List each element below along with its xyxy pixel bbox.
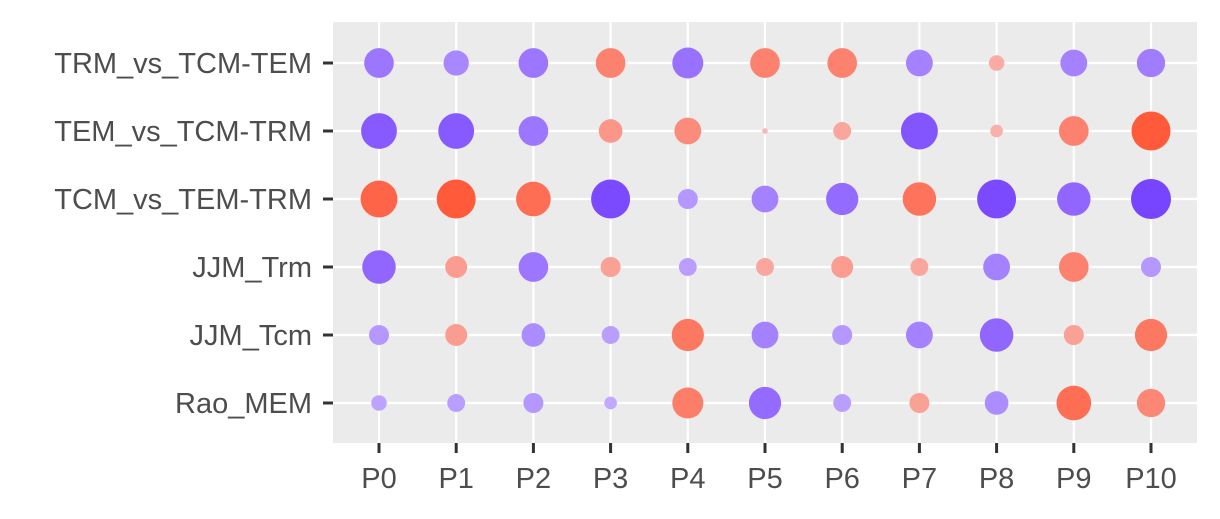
data-point-JJM_Tcm-P2	[521, 323, 546, 347]
data-point-TEM_vs_TCM-TRM-P3	[598, 119, 623, 143]
data-point-TEM_vs_TCM-TRM-P6	[833, 122, 852, 140]
x-tick-label: P10	[1125, 463, 1177, 495]
x-tick-label: P8	[979, 463, 1014, 495]
data-point-JJM_Tcm-P10	[1134, 318, 1168, 352]
data-point-JJM_Trm-P5	[756, 258, 774, 276]
data-point-TRM_vs_TCM-TEM-P3	[595, 48, 626, 78]
data-point-JJM_Tcm-P8	[979, 318, 1014, 352]
x-tick-label: P9	[1056, 463, 1091, 495]
data-point-TCM_vs_TEM-TRM-P7	[902, 182, 937, 216]
data-point-JJM_Tcm-P0	[369, 325, 389, 345]
data-point-Rao_MEM-P9	[1056, 385, 1092, 421]
data-point-JJM_Trm-P1	[445, 256, 468, 278]
data-points	[360, 47, 1171, 421]
data-point-TRM_vs_TCM-TEM-P5	[750, 48, 780, 78]
y-tick-label: TEM_vs_TCM-TRM	[54, 116, 312, 148]
data-point-JJM_Trm-P7	[910, 258, 929, 276]
data-point-Rao_MEM-P5	[748, 386, 782, 420]
data-point-TCM_vs_TEM-TRM-P4	[677, 189, 698, 209]
data-point-Rao_MEM-P1	[447, 394, 466, 412]
data-point-JJM_Tcm-P5	[751, 321, 779, 349]
y-tick-label: JJM_Tcm	[190, 320, 312, 352]
data-point-Rao_MEM-P7	[909, 393, 930, 413]
data-point-TCM_vs_TEM-TRM-P0	[360, 180, 398, 218]
y-tick-label: TCM_vs_TEM-TRM	[54, 184, 312, 216]
data-point-TEM_vs_TCM-TRM-P1	[438, 113, 475, 149]
x-tick-label: P2	[516, 463, 551, 495]
data-point-TRM_vs_TCM-TEM-P4	[672, 47, 704, 79]
data-point-Rao_MEM-P6	[833, 394, 852, 412]
data-point-TRM_vs_TCM-TEM-P9	[1060, 49, 1088, 77]
data-point-TCM_vs_TEM-TRM-P5	[751, 185, 779, 213]
data-point-TEM_vs_TCM-TRM-P0	[361, 113, 397, 149]
data-point-JJM_Tcm-P7	[905, 321, 933, 349]
data-point-TCM_vs_TEM-TRM-P10	[1131, 179, 1171, 219]
data-point-Rao_MEM-P0	[371, 395, 387, 411]
data-point-TEM_vs_TCM-TRM-P10	[1131, 111, 1171, 151]
data-point-JJM_Trm-P4	[678, 258, 697, 276]
data-point-Rao_MEM-P8	[984, 391, 1009, 415]
data-point-TCM_vs_TEM-TRM-P1	[436, 179, 476, 219]
data-point-TEM_vs_TCM-TRM-P7	[900, 112, 938, 150]
data-point-JJM_Trm-P9	[1058, 252, 1089, 282]
x-tick-label: P1	[438, 463, 473, 495]
data-point-TCM_vs_TEM-TRM-P2	[516, 181, 551, 217]
data-point-TRM_vs_TCM-TEM-P1	[443, 50, 469, 76]
data-point-Rao_MEM-P4	[672, 387, 704, 419]
y-tick-label: JJM_Trm	[192, 252, 312, 284]
x-tick-label: P6	[824, 463, 859, 495]
data-point-JJM_Tcm-P4	[671, 318, 704, 352]
data-point-TEM_vs_TCM-TRM-P9	[1058, 116, 1089, 146]
data-point-TEM_vs_TCM-TRM-P5	[762, 128, 768, 134]
data-point-TEM_vs_TCM-TRM-P4	[674, 117, 702, 145]
data-point-Rao_MEM-P3	[604, 396, 617, 410]
data-point-TCM_vs_TEM-TRM-P3	[591, 179, 631, 219]
data-point-JJM_Tcm-P9	[1063, 325, 1084, 345]
x-tick-label: P5	[747, 463, 782, 495]
data-point-TRM_vs_TCM-TEM-P6	[827, 48, 858, 78]
data-point-JJM_Trm-P10	[1141, 257, 1161, 277]
data-point-TRM_vs_TCM-TEM-P10	[1136, 48, 1166, 78]
x-tick-label: P7	[902, 463, 937, 495]
data-point-Rao_MEM-P2	[523, 393, 544, 413]
x-tick-label: P4	[670, 463, 705, 495]
data-point-TRM_vs_TCM-TEM-P7	[905, 49, 933, 77]
data-point-JJM_Trm-P2	[518, 252, 549, 282]
data-point-JJM_Trm-P6	[831, 256, 854, 278]
data-point-TCM_vs_TEM-TRM-P6	[826, 182, 859, 216]
data-point-TRM_vs_TCM-TEM-P8	[988, 55, 1005, 71]
y-axis: TRM_vs_TCM-TEM TEM_vs_TCM-TRM TCM_vs_TEM-T…	[54, 48, 333, 420]
y-tick-label: Rao_MEM	[175, 388, 312, 420]
data-point-JJM_Tcm-P3	[601, 326, 620, 344]
data-point-TCM_vs_TEM-TRM-P9	[1057, 182, 1091, 216]
data-point-TEM_vs_TCM-TRM-P8	[990, 124, 1003, 138]
data-point-TEM_vs_TCM-TRM-P2	[518, 116, 549, 146]
x-tick-label: P3	[593, 463, 628, 495]
y-tick-label: TRM_vs_TCM-TEM	[54, 48, 312, 80]
data-point-JJM_Trm-P0	[362, 250, 396, 284]
data-point-JJM_Tcm-P1	[445, 324, 468, 346]
x-axis: P0 P1 P2 P3 P4 P5 P6 P7 P8 P9 P10	[361, 443, 1177, 495]
data-point-JJM_Trm-P8	[983, 253, 1011, 281]
data-point-JJM_Trm-P3	[600, 257, 621, 277]
data-point-TCM_vs_TEM-TRM-P8	[977, 179, 1017, 219]
x-tick-label: P0	[361, 463, 396, 495]
data-point-Rao_MEM-P10	[1136, 388, 1166, 418]
data-point-TRM_vs_TCM-TEM-P2	[518, 48, 549, 78]
data-point-JJM_Tcm-P6	[832, 325, 853, 345]
data-point-TRM_vs_TCM-TEM-P0	[364, 48, 394, 78]
